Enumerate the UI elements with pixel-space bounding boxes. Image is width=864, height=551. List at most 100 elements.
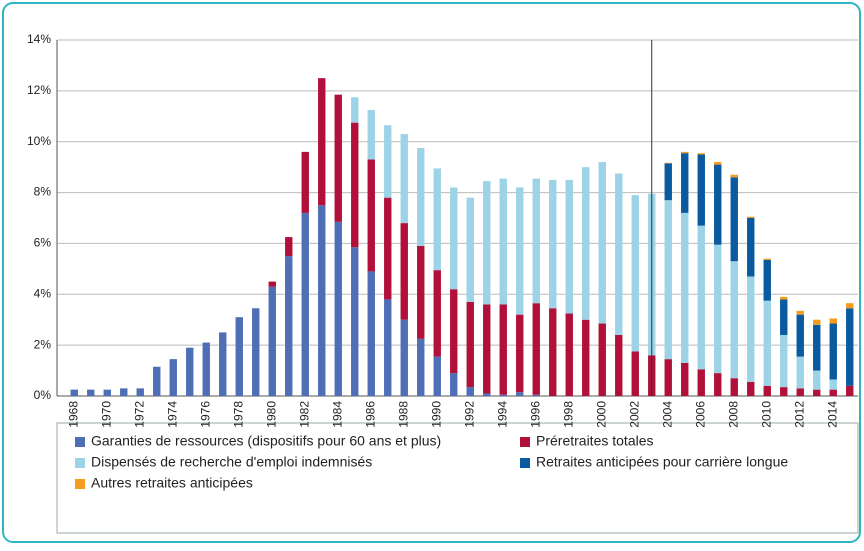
bar-segment xyxy=(301,151,309,213)
bar-segment xyxy=(70,389,78,396)
bar-segment xyxy=(664,359,672,396)
bar-segment xyxy=(582,167,590,320)
bar-segment xyxy=(186,347,194,396)
x-tick-label: 2002 xyxy=(627,401,641,428)
bar-segment xyxy=(483,304,491,394)
bar-segment xyxy=(681,362,689,396)
y-tick-label: 8% xyxy=(34,185,52,199)
bar-segment xyxy=(697,154,705,226)
bar-segment xyxy=(813,389,821,396)
bar-segment xyxy=(598,323,606,396)
legend-label: Dispensés de recherche d'emploi indemnis… xyxy=(91,454,372,470)
x-tick-label: 1972 xyxy=(132,401,146,428)
x-tick-label: 1992 xyxy=(462,401,476,428)
bar-segment xyxy=(351,97,359,123)
bar-segment xyxy=(351,247,359,396)
legend-label: Autres retraites anticipées xyxy=(91,475,253,491)
bar-segment xyxy=(730,177,738,262)
y-tick-label: 2% xyxy=(34,337,52,351)
bar-segment xyxy=(516,392,524,396)
bar-segment xyxy=(153,366,161,396)
x-tick-label: 1988 xyxy=(396,401,410,428)
x-tick-label: 2000 xyxy=(594,401,608,428)
x-tick-label: 1984 xyxy=(330,401,344,428)
bar-segment xyxy=(87,389,95,396)
bar-segment xyxy=(565,313,573,396)
bar-segment xyxy=(829,379,837,390)
bar-segment xyxy=(516,187,524,315)
bar-segment xyxy=(846,385,854,396)
bar-segment xyxy=(631,195,639,352)
bar-segment xyxy=(846,303,854,309)
bar-segment xyxy=(747,216,755,218)
bar-segment xyxy=(202,342,210,396)
bar-segment xyxy=(763,300,771,386)
bar-segment xyxy=(730,378,738,396)
bar-segment xyxy=(549,179,557,309)
bar-segment xyxy=(532,178,540,304)
bar-segment xyxy=(433,270,441,357)
bar-segment xyxy=(730,174,738,178)
bar-segment xyxy=(483,393,491,396)
x-tick-label: 2004 xyxy=(660,401,674,428)
x-tick-label: 1994 xyxy=(495,401,509,428)
y-tick-label: 10% xyxy=(27,134,51,148)
bar-segment xyxy=(466,197,474,302)
frame xyxy=(2,2,861,543)
bar-segment xyxy=(301,212,309,396)
bar-segment xyxy=(747,382,755,396)
bar-segment xyxy=(384,197,392,300)
y-tick-label: 0% xyxy=(34,388,52,402)
y-tick-label: 4% xyxy=(34,286,52,300)
bar-segment xyxy=(466,301,474,388)
bar-segment xyxy=(747,218,755,277)
bar-segment xyxy=(664,163,672,201)
bar-segment xyxy=(697,369,705,396)
bar-segment xyxy=(846,308,854,386)
bar-segment xyxy=(598,162,606,324)
x-tick-label: 2006 xyxy=(693,401,707,428)
bar-segment xyxy=(400,223,408,320)
bar-segment xyxy=(351,122,359,248)
bar-segment xyxy=(285,256,293,396)
bar-segment xyxy=(235,317,243,396)
x-tick-label: 1980 xyxy=(264,401,278,428)
bar-segment xyxy=(780,334,788,388)
bar-segment xyxy=(829,389,837,396)
bar-segment xyxy=(681,153,689,213)
x-tick-label: 1968 xyxy=(66,401,80,428)
bar-segment xyxy=(631,351,639,396)
bar-segment xyxy=(813,370,821,390)
bar-segment xyxy=(813,319,821,325)
legend-label: Garanties de ressources (dispositifs pou… xyxy=(91,433,441,449)
bar-segment xyxy=(796,388,804,396)
bar-segment xyxy=(466,387,474,396)
bar-segment xyxy=(549,308,557,396)
bar-segment xyxy=(615,173,623,335)
y-tick-label: 12% xyxy=(27,83,51,97)
bar-segment xyxy=(400,319,408,396)
bar-segment xyxy=(796,310,804,315)
bar-segment xyxy=(763,385,771,396)
bar-segment xyxy=(714,164,722,245)
bar-segment xyxy=(400,134,408,224)
bar-segment xyxy=(285,237,293,257)
x-tick-label: 1982 xyxy=(297,401,311,428)
bar-segment xyxy=(103,389,111,396)
bar-segment xyxy=(268,286,276,396)
bar-segment xyxy=(433,356,441,396)
bar-segment xyxy=(483,181,491,305)
legend-swatch xyxy=(520,437,530,447)
x-tick-label: 1998 xyxy=(561,401,575,428)
bar-segment xyxy=(499,178,507,305)
bar-segment xyxy=(582,319,590,396)
x-tick-label: 1986 xyxy=(363,401,377,428)
bar-segment xyxy=(268,281,276,287)
bar-segment xyxy=(565,179,573,314)
bar-segment xyxy=(697,153,705,155)
bar-segment xyxy=(136,388,144,396)
y-tick-label: 14% xyxy=(27,32,51,46)
bar-segment xyxy=(664,200,672,360)
bar-segment xyxy=(780,387,788,396)
